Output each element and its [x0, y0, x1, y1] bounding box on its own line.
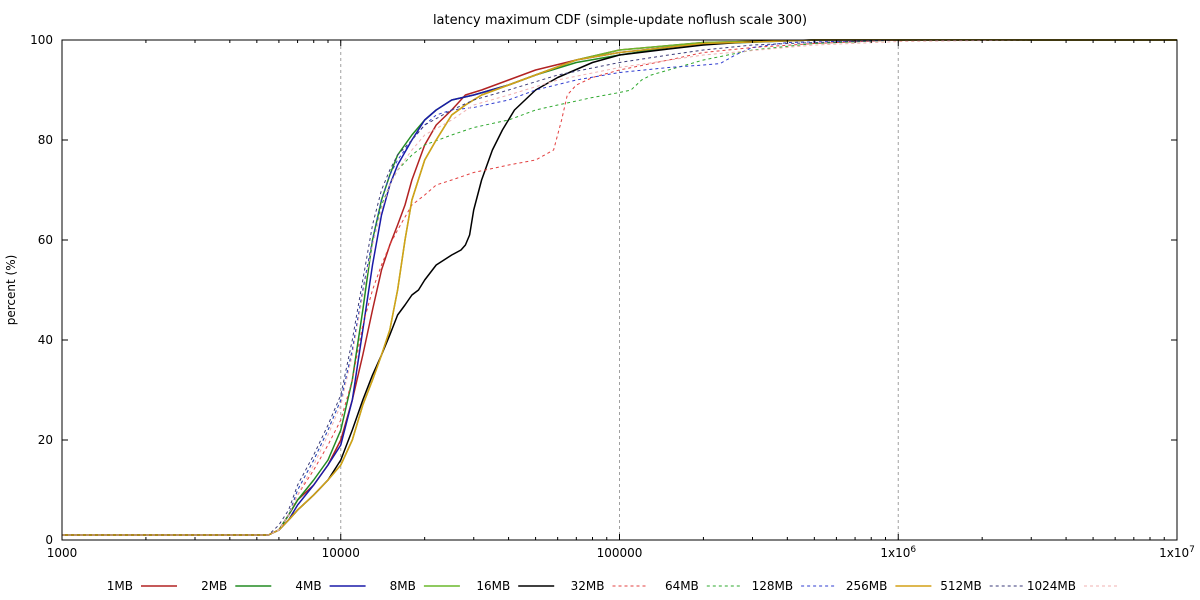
- legend-label: 8MB: [390, 579, 416, 593]
- series-line-256mb: [62, 39, 1177, 536]
- x-tick-label: 100000: [597, 546, 643, 560]
- x-tick-label: 1000: [47, 546, 78, 560]
- grid-layer: [340, 40, 899, 540]
- y-tick-label: 100: [30, 33, 53, 47]
- y-tick-label: 80: [38, 133, 53, 147]
- series-line-512mb: [62, 39, 1177, 536]
- legend-label: 16MB: [476, 579, 510, 593]
- legend-label: 2MB: [201, 579, 227, 593]
- legend-label: 256MB: [846, 579, 888, 593]
- x-tick-label: 1x107: [1159, 545, 1195, 560]
- y-axis-label: percent (%): [4, 255, 18, 326]
- legend: 1MB 2MB 4MB 8MB 16MB 32MB 64MB 128MB 256MB 512MB 1…: [107, 579, 1120, 593]
- legend-label: 1024MB: [1027, 579, 1076, 593]
- series-layer: [62, 39, 1177, 536]
- series-line-128mb: [62, 39, 1177, 536]
- x-tick-label: 10000: [322, 546, 360, 560]
- legend-label: 512MB: [940, 579, 982, 593]
- y-tick-label: 40: [38, 333, 53, 347]
- y-tick-label: 60: [38, 233, 53, 247]
- series-line-32mb: [62, 39, 1177, 536]
- y-tick-label: 20: [38, 433, 53, 447]
- legend-label: 1MB: [107, 579, 133, 593]
- legend-label: 4MB: [295, 579, 321, 593]
- series-line-1mb: [62, 39, 1177, 536]
- chart-title: latency maximum CDF (simple-update noflu…: [433, 13, 807, 28]
- x-tick-label: 1x106: [880, 545, 916, 560]
- legend-label: 64MB: [665, 579, 699, 593]
- y-tick-label: 0: [45, 533, 53, 547]
- legend-label: 128MB: [752, 579, 794, 593]
- tick-layer: 1000 10000 100000 1x106 1x107 0 20 40 60 80 100: [30, 33, 1195, 560]
- legend-label: 32MB: [571, 579, 605, 593]
